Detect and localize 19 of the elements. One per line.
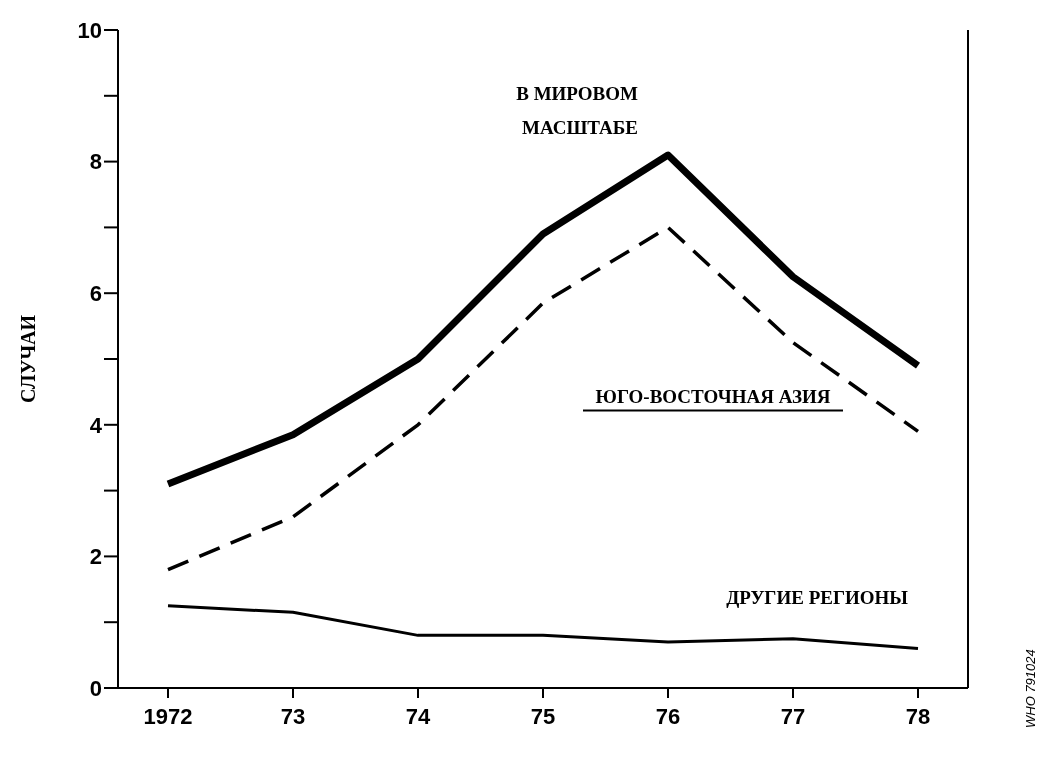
- x-tick-label: 78: [905, 703, 931, 729]
- series-label: В МИРОВОМ МАСШТАБЕ: [516, 83, 639, 139]
- y-tick-label: 4: [89, 412, 103, 438]
- x-tick-label: 75: [530, 703, 556, 729]
- y-tick-label: 0: [89, 675, 102, 701]
- x-tick-label: 1972: [143, 703, 193, 729]
- y-axis-title: СЛУЧАИ: [17, 314, 40, 404]
- y-tick-label: 2: [89, 544, 102, 570]
- x-tick-label: 73: [280, 703, 306, 729]
- x-tick-label: 77: [780, 703, 806, 729]
- x-tick-label: 76: [655, 703, 681, 729]
- series-label: ДРУГИЕ РЕГИОНЫ: [726, 586, 909, 608]
- y-tick-label: 10: [77, 17, 102, 43]
- line-series: [166, 225, 920, 572]
- y-tick-label: 8: [89, 149, 102, 175]
- text: WHO 791024: [1023, 648, 1038, 728]
- series-label: ЮГО-ВОСТОЧНАЯ АЗИЯ: [595, 385, 831, 407]
- x-tick-label: 74: [405, 703, 431, 729]
- y-tick-label: 6: [89, 281, 102, 307]
